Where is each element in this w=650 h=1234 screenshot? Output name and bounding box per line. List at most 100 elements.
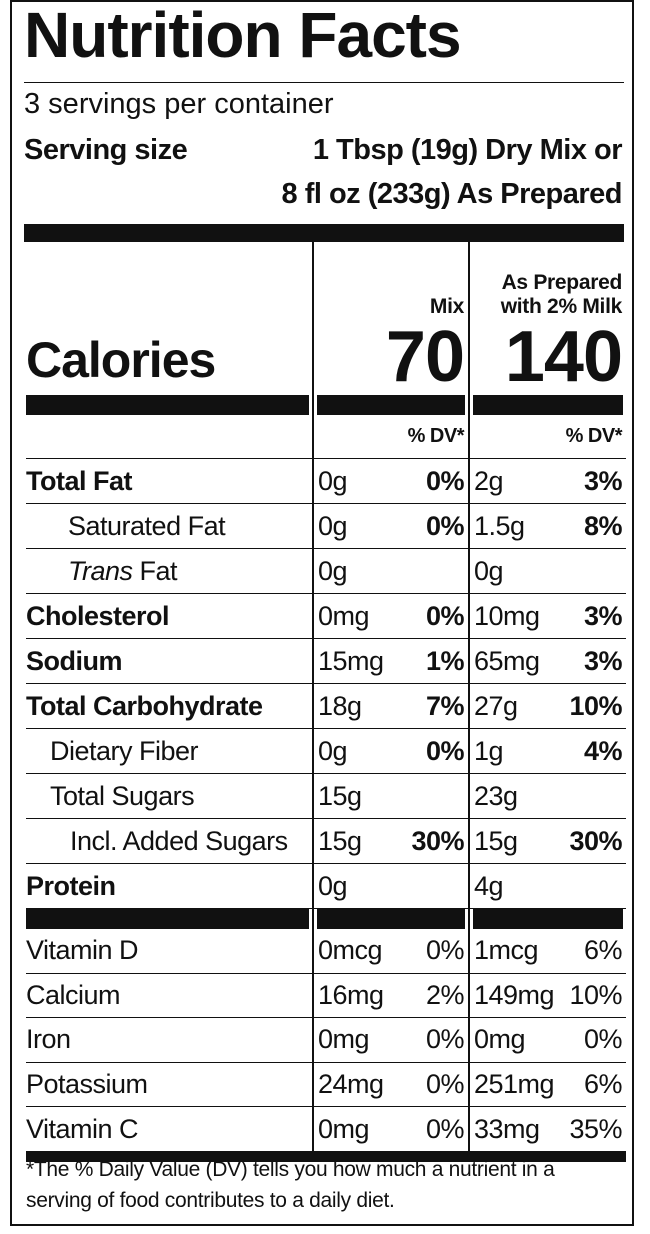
nutrient-row: Saturated Fat 0g 0% 1.5g 8%	[26, 504, 626, 549]
cell	[470, 395, 626, 415]
nutrient-row: Dietary Fiber 0g 0% 1g 4%	[26, 729, 626, 774]
daily-value: 7%	[425, 690, 465, 721]
cell: 0mg 0%	[314, 1107, 470, 1152]
nutrient-name: Calcium	[26, 979, 121, 1010]
amount: 0g	[318, 465, 348, 496]
amount: 24mg	[318, 1069, 384, 1100]
amount: 0mg	[318, 1024, 370, 1055]
daily-value: 6%	[583, 1069, 623, 1100]
rule	[24, 82, 624, 83]
amount: 251mg	[474, 1069, 555, 1100]
nutrient-row: Protein 0g 4g	[26, 864, 626, 909]
nutrient-row: Total Carbohydrate 18g 7% 27g 10%	[26, 684, 626, 729]
daily-value: 10%	[569, 690, 622, 721]
cell: Vitamin C	[26, 1107, 314, 1152]
amount: 65mg	[474, 645, 540, 676]
cell: Sodium	[26, 639, 314, 684]
nutrient-row: Sodium 15mg 1% 65mg 3%	[26, 639, 626, 684]
cell: 24mg 0%	[314, 1062, 470, 1108]
daily-value: 10%	[569, 979, 622, 1010]
cell: Incl. Added Sugars	[26, 819, 314, 864]
nutrient-name: Potassium	[26, 1069, 148, 1100]
column-head: As Prepared	[501, 271, 623, 294]
cell: 0mg 0%	[470, 1018, 626, 1063]
amount: 2g	[474, 465, 504, 496]
nutrient-row: Vitamin C 0mg 0% 33mg 35%	[26, 1107, 626, 1152]
nutrient-name: Protein	[26, 870, 116, 901]
thick-rule-row	[26, 395, 626, 415]
cell: Calcium	[26, 973, 314, 1019]
nutrient-name: Total Carbohydrate	[26, 690, 263, 721]
cell: Dietary Fiber	[26, 729, 314, 774]
cell: 1g 4%	[470, 729, 626, 774]
cell: 149mg 10%	[470, 974, 626, 1019]
daily-value: 3%	[583, 645, 623, 676]
thick-rule	[473, 909, 623, 929]
thick-rule	[26, 909, 309, 929]
cell	[26, 1151, 314, 1162]
cell: 23g	[470, 774, 626, 819]
amount: 33mg	[474, 1113, 540, 1144]
cell: Protein	[26, 864, 314, 909]
cell: Vitamin D	[26, 929, 314, 974]
daily-value: 35%	[569, 1113, 622, 1144]
cell	[26, 415, 314, 459]
amount: 1g	[474, 735, 504, 766]
dv-header: % DV*	[470, 415, 626, 459]
daily-value: 0%	[425, 935, 465, 966]
daily-value: 30%	[569, 825, 622, 856]
cell: 65mg 3%	[470, 639, 626, 684]
serving-size-value: 8 fl oz (233g) As Prepared	[281, 178, 623, 210]
cell: Total Fat	[26, 459, 314, 504]
nutrient-row: Cholesterol 0mg 0% 10mg 3%	[26, 594, 626, 639]
cell: Trans Fat	[26, 549, 314, 594]
daily-value: 3%	[583, 600, 623, 631]
calories-label: Calories	[26, 332, 216, 388]
amount: 15mg	[318, 645, 384, 676]
cell: 0g	[314, 864, 470, 909]
nutrient-name: Cholesterol	[26, 600, 170, 631]
amount: 15g	[318, 825, 362, 856]
column-head: Mix	[429, 295, 464, 318]
cell: Mix 70	[314, 242, 470, 395]
thick-rule	[470, 1151, 626, 1162]
amount: 15g	[474, 825, 518, 856]
amount: 0g	[318, 870, 348, 901]
nutrient-row: Potassium 24mg 0% 251mg 6%	[26, 1062, 626, 1108]
daily-value: 1%	[425, 645, 465, 676]
serving-size-label: Serving size	[24, 134, 188, 166]
nutrient-row: Trans Fat 0g 0g	[26, 549, 626, 594]
nutrient-row: Total Fat 0g 0% 2g 3%	[26, 459, 626, 504]
amount: 0g	[474, 555, 504, 586]
nutrient-name: Saturated Fat	[68, 510, 226, 541]
cell	[314, 395, 470, 415]
amount: 1.5g	[474, 510, 525, 541]
amount: 15g	[318, 780, 362, 811]
cell: Saturated Fat	[26, 504, 314, 549]
nutrient-row: Iron 0mg 0% 0mg 0%	[26, 1018, 626, 1063]
cell: 0g 0%	[314, 459, 470, 504]
cell: 16mg 2%	[314, 973, 470, 1019]
cell: 0mg 0%	[314, 1018, 470, 1063]
thick-rule	[24, 224, 624, 242]
amount: 0mcg	[318, 935, 383, 966]
daily-value: 6%	[583, 935, 623, 966]
daily-value: 8%	[583, 510, 623, 541]
thick-rule	[473, 395, 623, 415]
amount: 0g	[318, 735, 348, 766]
cell: 15g	[314, 774, 470, 819]
daily-value: 0%	[425, 1024, 465, 1055]
cell: Cholesterol	[26, 594, 314, 639]
amount: 27g	[474, 690, 518, 721]
amount: 0mg	[318, 1113, 370, 1144]
daily-value: 0%	[425, 600, 465, 631]
amount: 23g	[474, 780, 518, 811]
nutrient-name: Total Sugars	[50, 780, 195, 811]
calories-value: 70	[385, 317, 465, 397]
thick-rule	[26, 1151, 314, 1162]
amount: 0g	[318, 555, 348, 586]
dv-header-row: % DV*% DV*	[26, 415, 626, 459]
cell: Total Sugars	[26, 774, 314, 819]
cell: 2g 3%	[470, 459, 626, 504]
servings: 3 servings per container	[24, 88, 334, 120]
